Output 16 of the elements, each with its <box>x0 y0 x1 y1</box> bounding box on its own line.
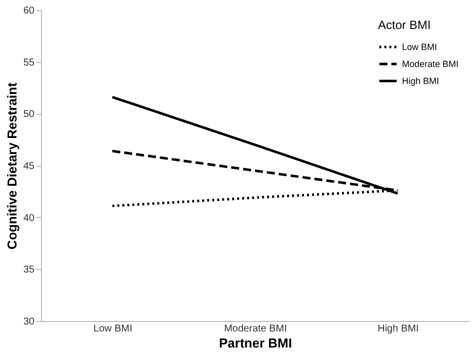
legend-label: High BMI <box>402 76 440 86</box>
y-tick-label: 30 <box>23 316 35 328</box>
y-tick-label: 40 <box>23 212 35 224</box>
y-axis-title: Cognitive Dietary Restraint <box>4 82 20 250</box>
y-tick-label: 55 <box>23 57 35 68</box>
legend-label: Moderate BMI <box>402 59 459 69</box>
x-tick-label: High BMI <box>378 324 419 334</box>
x-tick-label: Low BMI <box>93 324 132 334</box>
x-tick-label: Moderate BMI <box>224 324 287 334</box>
y-tick-label: 45 <box>23 161 35 172</box>
y-tick-label: 60 <box>23 6 35 16</box>
legend-title: Actor BMI <box>378 18 431 32</box>
x-axis-title: Partner BMI <box>219 336 292 350</box>
y-tick-label: 35 <box>23 264 35 276</box>
legend-label: Low BMI <box>402 42 438 52</box>
y-tick-label: 50 <box>23 109 35 120</box>
